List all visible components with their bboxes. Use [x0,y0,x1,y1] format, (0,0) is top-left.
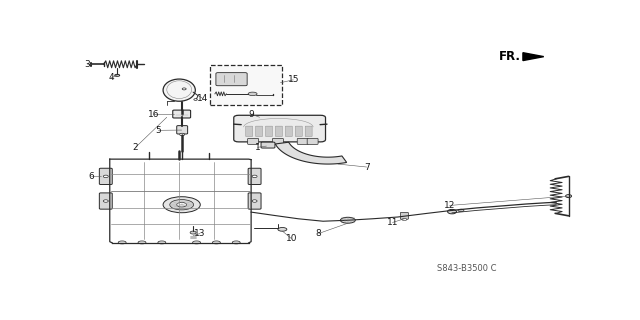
Text: 12: 12 [444,201,455,210]
Text: 11: 11 [387,218,398,227]
Ellipse shape [252,175,257,178]
Ellipse shape [118,241,126,244]
Ellipse shape [194,99,197,100]
FancyBboxPatch shape [177,126,188,134]
FancyBboxPatch shape [297,139,308,144]
Text: 3: 3 [84,60,90,69]
FancyBboxPatch shape [307,139,318,144]
Text: 9: 9 [248,109,254,118]
FancyBboxPatch shape [173,110,191,118]
Ellipse shape [402,219,407,220]
Ellipse shape [103,175,108,178]
Ellipse shape [340,217,355,223]
FancyBboxPatch shape [99,168,112,185]
Ellipse shape [170,200,193,210]
Ellipse shape [115,74,120,76]
Text: 1: 1 [255,143,260,152]
Text: FR.: FR. [499,50,520,63]
Ellipse shape [182,88,186,90]
Text: 5: 5 [156,126,161,135]
Ellipse shape [103,200,108,202]
FancyBboxPatch shape [273,139,284,144]
Ellipse shape [177,203,187,207]
Text: 2: 2 [132,143,138,152]
Text: 6: 6 [88,172,94,181]
Ellipse shape [458,209,464,212]
Ellipse shape [138,241,146,244]
Ellipse shape [163,79,195,101]
Ellipse shape [193,241,200,244]
FancyBboxPatch shape [216,73,247,86]
Ellipse shape [447,209,456,214]
FancyBboxPatch shape [401,212,408,219]
Ellipse shape [278,228,287,231]
FancyBboxPatch shape [248,193,261,209]
Text: 13: 13 [195,229,206,238]
Ellipse shape [566,195,572,197]
Text: S843-B3500 C: S843-B3500 C [437,264,497,273]
Polygon shape [523,53,544,60]
FancyBboxPatch shape [211,65,282,105]
FancyBboxPatch shape [261,142,275,148]
Ellipse shape [190,231,196,234]
Text: 15: 15 [287,75,299,84]
Ellipse shape [248,92,257,96]
FancyBboxPatch shape [234,115,326,142]
Ellipse shape [163,197,200,213]
FancyBboxPatch shape [285,126,292,136]
Ellipse shape [212,241,220,244]
FancyBboxPatch shape [295,126,302,136]
FancyBboxPatch shape [255,126,262,136]
Ellipse shape [180,133,185,136]
Text: 8: 8 [316,229,321,238]
FancyBboxPatch shape [266,126,273,136]
Text: 10: 10 [285,234,297,243]
Ellipse shape [252,200,257,202]
Ellipse shape [232,241,240,244]
Polygon shape [275,142,347,164]
FancyBboxPatch shape [246,126,253,136]
FancyBboxPatch shape [248,168,261,185]
Text: 4: 4 [108,73,114,82]
Text: 7: 7 [364,163,369,172]
FancyBboxPatch shape [305,126,312,136]
FancyBboxPatch shape [99,193,112,209]
Text: 14: 14 [197,94,209,103]
FancyBboxPatch shape [248,139,259,144]
Ellipse shape [158,241,166,244]
Text: 16: 16 [148,109,159,118]
FancyBboxPatch shape [275,126,282,136]
